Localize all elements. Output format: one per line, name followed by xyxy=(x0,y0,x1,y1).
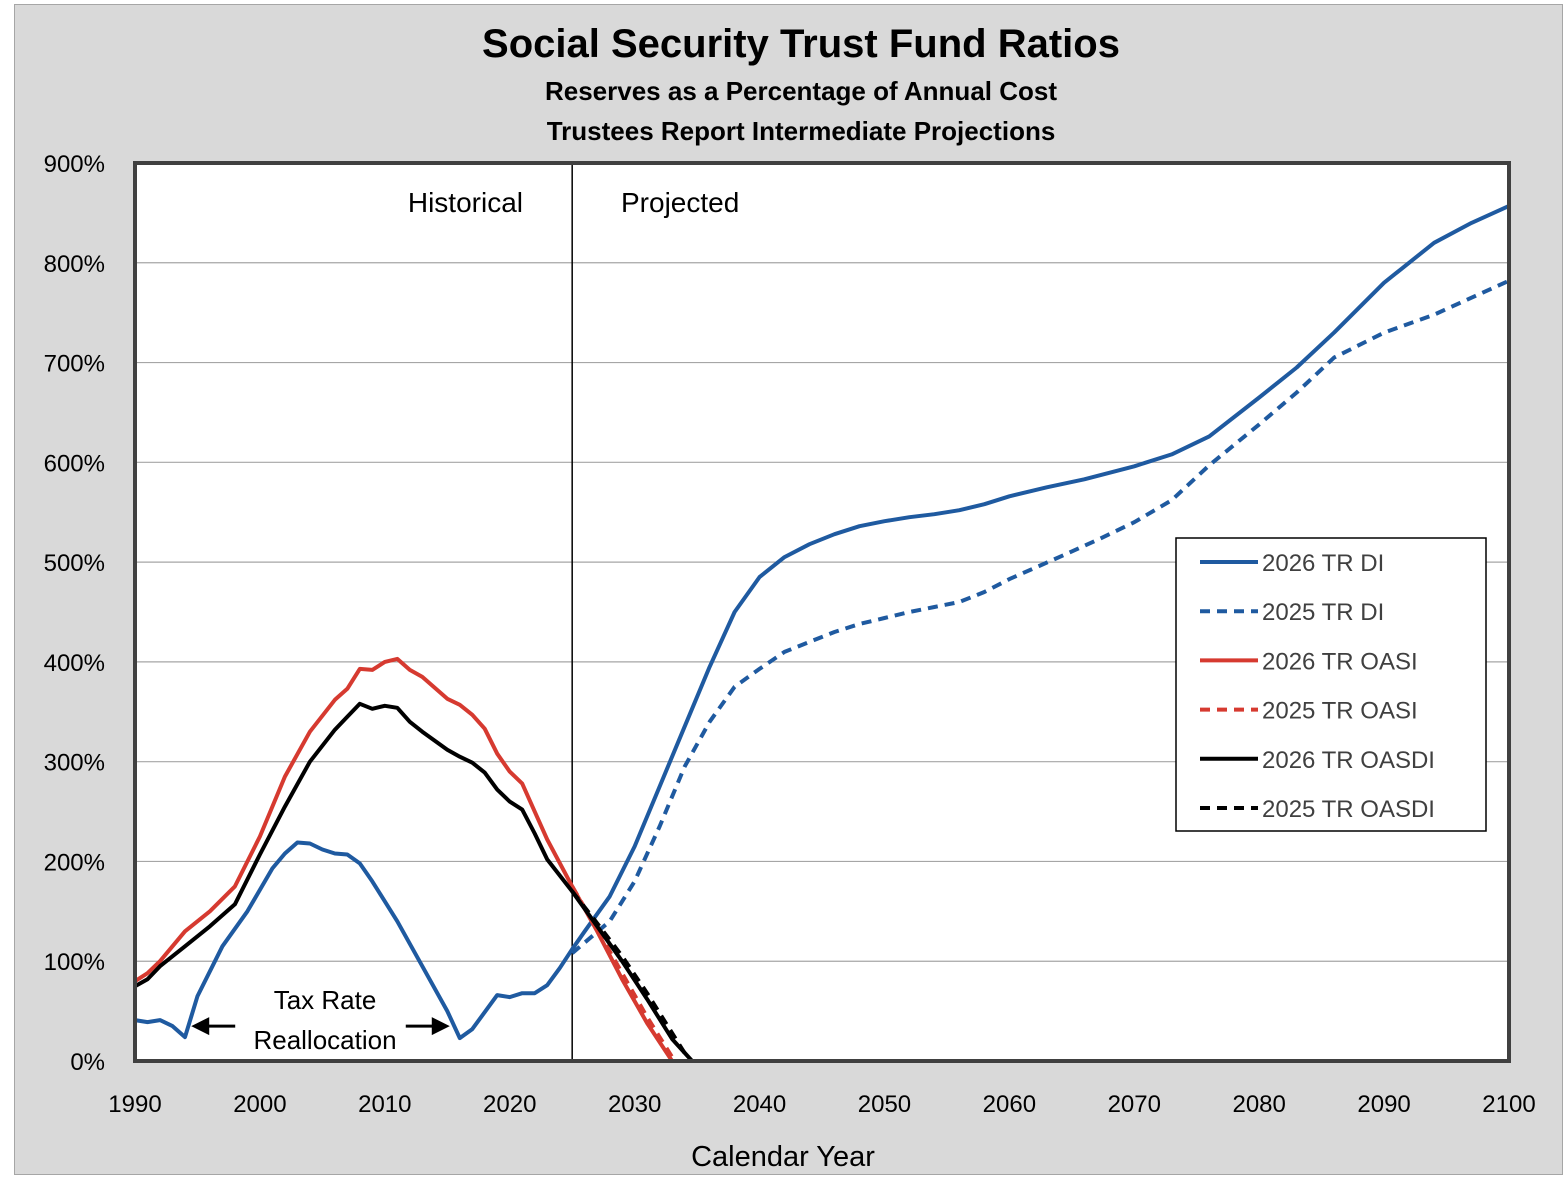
y-axis-ticks: 0% 100% 200% 300% 400% 500% 600% 700% 800% 900% xyxy=(44,151,105,1076)
x-tick-label: 2100 xyxy=(1482,1091,1535,1118)
x-tick-label: 2000 xyxy=(233,1091,286,1118)
historical-label: Historical xyxy=(408,187,523,218)
x-tick-label: 2040 xyxy=(733,1091,786,1118)
legend-label-0: 2026 TR DI xyxy=(1262,550,1384,577)
y-tick-label: 600% xyxy=(44,450,105,477)
x-tick-label: 1990 xyxy=(108,1091,161,1118)
x-axis-title: Calendar Year xyxy=(691,1141,875,1173)
legend: 2026 TR DI 2025 TR DI 2026 TR OASI 2025 TR … xyxy=(1176,538,1486,831)
y-tick-label: 700% xyxy=(44,351,105,378)
y-tick-label: 100% xyxy=(44,949,105,976)
chart-subtitle-2: Trustees Report Intermediate Projections xyxy=(547,116,1056,146)
y-tick-label: 800% xyxy=(44,251,105,278)
annotation-line-1: Tax Rate xyxy=(274,985,377,1015)
x-tick-label: 2010 xyxy=(358,1091,411,1118)
y-tick-label: 500% xyxy=(44,550,105,577)
annotation-line-2: Reallocation xyxy=(253,1025,396,1055)
y-tick-label: 400% xyxy=(44,650,105,677)
y-tick-label: 300% xyxy=(44,750,105,777)
y-tick-label: 200% xyxy=(44,849,105,876)
chart-subtitle-1: Reserves as a Percentage of Annual Cost xyxy=(545,76,1057,106)
legend-label-4: 2026 TR OASDI xyxy=(1262,747,1435,774)
chart-title: Social Security Trust Fund Ratios xyxy=(482,22,1120,66)
legend-box xyxy=(1176,538,1486,831)
x-tick-label: 2030 xyxy=(608,1091,661,1118)
x-tick-label: 2020 xyxy=(483,1091,536,1118)
x-tick-label: 2080 xyxy=(1232,1091,1285,1118)
legend-label-5: 2025 TR OASDI xyxy=(1262,796,1435,823)
x-axis-ticks: 1990 2000 2010 2020 2030 2040 2050 2060 2070 2080… xyxy=(108,1091,1535,1118)
y-tick-label: 900% xyxy=(44,151,105,178)
legend-label-2: 2026 TR OASI xyxy=(1262,648,1418,675)
legend-label-3: 2025 TR OASI xyxy=(1262,698,1418,725)
legend-label-1: 2025 TR DI xyxy=(1262,599,1384,626)
x-tick-label: 2050 xyxy=(858,1091,911,1118)
projected-label: Projected xyxy=(621,187,739,218)
x-tick-label: 2090 xyxy=(1357,1091,1410,1118)
y-tick-label: 0% xyxy=(70,1049,105,1076)
x-tick-label: 2060 xyxy=(983,1091,1036,1118)
x-tick-label: 2070 xyxy=(1108,1091,1161,1118)
